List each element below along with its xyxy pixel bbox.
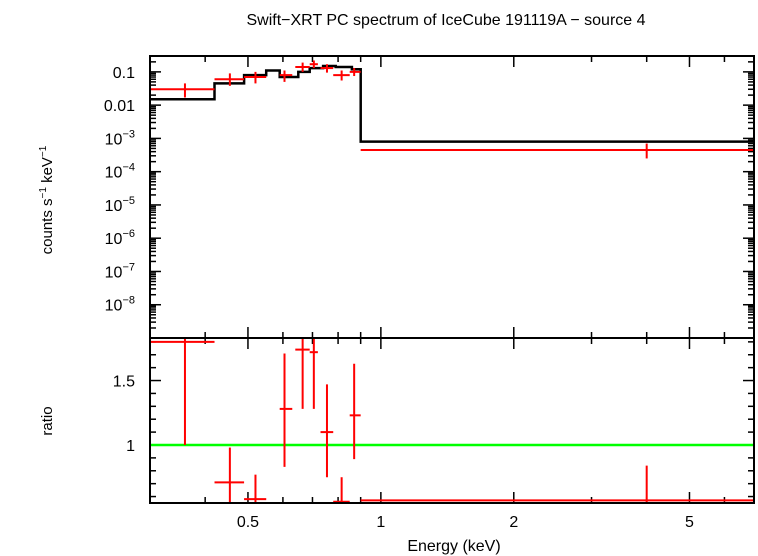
data-point xyxy=(150,338,215,445)
y-tick-label-exponent: −3 xyxy=(122,128,135,140)
data-series xyxy=(150,60,754,159)
x-tick-label: 0.5 xyxy=(237,514,259,531)
ratio-frame-box xyxy=(149,337,755,504)
ratio-panel: 0.5 1 2 5 1 1.5 xyxy=(113,337,755,531)
y-tick-label: 0.01 xyxy=(104,98,135,115)
spectrum-y-label-mid: keV xyxy=(39,157,56,187)
y-tick-label: 1 xyxy=(126,438,135,455)
spectrum-y-axis-label: counts s−1 keV−1 xyxy=(38,145,56,254)
data-point xyxy=(309,338,318,409)
y-tick-label: 10−7 xyxy=(105,261,135,281)
data-point xyxy=(279,353,293,467)
y-tick-label: 10−6 xyxy=(105,228,135,248)
spectrum-y-label-exp1: −1 xyxy=(38,187,49,199)
data-point xyxy=(320,64,334,73)
y-tick-label-mantissa: 10 xyxy=(105,298,123,315)
data-point xyxy=(279,70,293,82)
data-point xyxy=(333,477,350,503)
y-tick-label: 10−5 xyxy=(105,195,135,215)
y-tick-label-mantissa: 10 xyxy=(105,131,123,148)
data-point xyxy=(214,447,245,503)
data-point xyxy=(150,83,215,98)
spectrum-y-label-exp2: −1 xyxy=(38,145,49,157)
data-point xyxy=(214,73,245,86)
model-series xyxy=(150,64,754,143)
spectrum-frame xyxy=(149,55,755,339)
data-point xyxy=(295,338,310,409)
x-tick-label: 5 xyxy=(685,514,694,531)
y-tick-label-mantissa: 10 xyxy=(105,198,123,215)
data-point xyxy=(333,70,350,81)
data-point xyxy=(244,71,267,84)
x-tick-label: 2 xyxy=(509,514,518,531)
model-step-line xyxy=(150,64,754,143)
data-point xyxy=(309,60,318,69)
data-point xyxy=(349,68,361,77)
y-tick-label: 0.1 xyxy=(113,65,135,82)
y-tick-label: 10−8 xyxy=(105,295,135,315)
chart-title: Swift−XRT PC spectrum of IceCube 191119A… xyxy=(246,12,645,29)
data-point xyxy=(360,465,754,503)
ratio-y-axis-label: ratio xyxy=(39,406,56,435)
y-tick-label-mantissa: 10 xyxy=(105,165,123,182)
y-tick-label: 10−4 xyxy=(105,162,135,182)
x-axis-label: Energy (keV) xyxy=(407,538,500,555)
y-tick-label-mantissa: 10 xyxy=(105,264,123,281)
spectrum-y-label-base: counts s xyxy=(39,198,56,254)
ratio-data-series xyxy=(150,338,754,503)
ratio-frame xyxy=(149,337,755,504)
data-point xyxy=(244,474,267,503)
data-point xyxy=(360,143,754,159)
data-point xyxy=(295,62,310,72)
y-tick-label: 1.5 xyxy=(113,374,135,391)
data-point xyxy=(320,384,334,478)
y-tick-label-exponent: −7 xyxy=(122,261,135,273)
spectrum-frame-box xyxy=(149,55,755,339)
y-tick-label-exponent: −5 xyxy=(122,195,135,207)
y-tick-label: 10−3 xyxy=(105,128,135,148)
y-tick-label-exponent: −6 xyxy=(122,228,135,240)
y-tick-label-mantissa: 10 xyxy=(105,231,123,248)
y-tick-label-exponent: −4 xyxy=(122,162,135,174)
x-tick-label: 1 xyxy=(376,514,385,531)
data-point xyxy=(349,363,361,460)
y-tick-label-exponent: −8 xyxy=(122,295,135,307)
